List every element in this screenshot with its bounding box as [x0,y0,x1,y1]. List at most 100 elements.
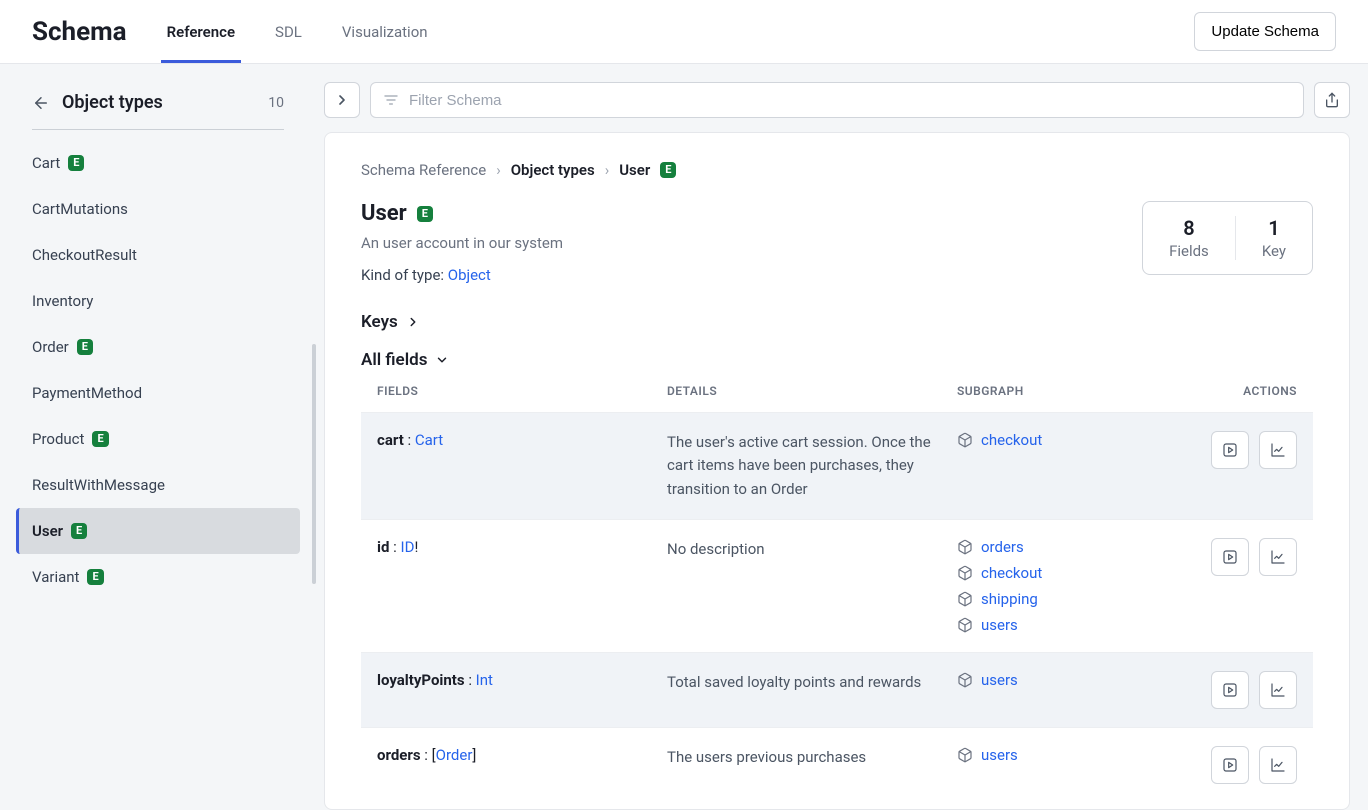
kind-link[interactable]: Object [448,266,491,284]
run-button[interactable] [1211,746,1249,784]
subgraph-link[interactable]: users [957,671,1157,689]
sidebar-item-label: Inventory [32,292,93,310]
run-button[interactable] [1211,431,1249,469]
sidebar-header[interactable]: Object types 10 [32,84,284,130]
topbar-tabs: Reference SDL Visualization [167,0,428,63]
tab-sdl[interactable]: SDL [275,0,302,63]
cube-icon [957,672,973,688]
tab-reference[interactable]: Reference [167,0,235,63]
sidebar-item-cart[interactable]: Cart E [16,140,300,186]
subgraph-list: users [957,746,1157,764]
run-button[interactable] [1211,538,1249,576]
fields-table-body: cart : CartThe user's active cart sessio… [361,412,1313,802]
back-arrow-icon [32,94,50,112]
col-details: DETAILS [667,384,957,398]
content-card: Schema Reference › Object types › User E… [324,132,1350,810]
sidebar-item-cartmutations[interactable]: CartMutations [16,186,300,232]
field-type-link[interactable]: Order [436,746,473,764]
update-schema-button[interactable]: Update Schema [1194,12,1336,51]
field-type-link[interactable]: Int [476,671,493,689]
main: Schema Reference › Object types › User E… [316,64,1368,810]
entity-badge: E [68,155,84,171]
field-signature: id : ID! [377,538,667,556]
actions-cell [1157,431,1297,469]
type-title: User E [361,201,1122,226]
subgraph-name: checkout [981,564,1042,582]
col-actions: ACTIONS [1157,384,1297,398]
actions-cell [1157,538,1297,576]
keys-label: Keys [361,312,398,332]
sidebar-item-label: User [32,522,63,540]
toolbar [324,82,1350,118]
stats-box: 8 Fields 1 Key [1142,201,1313,275]
subgraph-link[interactable]: users [957,616,1157,634]
entity-badge: E [77,339,93,355]
breadcrumb: Schema Reference › Object types › User E [361,161,1313,179]
subgraph-link[interactable]: users [957,746,1157,764]
subgraph-link[interactable]: checkout [957,564,1157,582]
sidebar-item-variant[interactable]: VariantE [16,554,300,600]
all-fields-label: All fields [361,350,427,370]
sidebar-item-label: CheckoutResult [32,246,137,264]
scrollbar[interactable] [312,344,316,584]
crumb-leaf: User [619,161,650,179]
field-type-link[interactable]: Cart [415,431,443,449]
sidebar-item-label: CartMutations [32,200,128,218]
expand-sidebar-button[interactable] [324,82,360,118]
sidebar-item-label: Cart [32,154,60,172]
subgraph-link[interactable]: checkout [957,431,1157,449]
tab-visualization[interactable]: Visualization [342,0,428,63]
search-input[interactable] [409,92,1291,109]
sidebar-item-label: PaymentMethod [32,384,142,402]
field-signature: cart : Cart [377,431,667,449]
cube-icon [957,539,973,555]
crumb-group[interactable]: Object types [511,161,595,179]
field-name: cart [377,431,404,449]
keys-label: Key [1262,242,1286,260]
field-name: orders [377,746,421,764]
field-details: Total saved loyalty points and rewards [667,671,957,694]
subgraph-name: users [981,671,1018,689]
crumb-root[interactable]: Schema Reference [361,161,486,179]
run-button[interactable] [1211,671,1249,709]
sidebar-item-label: ResultWithMessage [32,476,165,494]
search-wrap[interactable] [370,82,1304,118]
sidebar-item-inventory[interactable]: Inventory [16,278,300,324]
share-button[interactable] [1314,82,1350,118]
sidebar-item-checkoutresult[interactable]: CheckoutResult [16,232,300,278]
all-fields-section-toggle[interactable]: All fields [361,350,1313,370]
insights-button[interactable] [1259,746,1297,784]
col-subgraph: SUBGRAPH [957,384,1157,398]
kind-label: Kind of type: [361,266,448,284]
subgraph-name: users [981,616,1018,634]
entity-badge: E [417,206,433,222]
insights-button[interactable] [1259,538,1297,576]
subgraph-link[interactable]: shipping [957,590,1157,608]
field-signature: loyaltyPoints : Int [377,671,667,689]
sidebar-item-paymentmethod[interactable]: PaymentMethod [16,370,300,416]
sidebar-item-user[interactable]: User E [16,508,300,554]
subgraph-link[interactable]: orders [957,538,1157,556]
entity-badge: E [660,162,676,178]
entity-badge: E [71,523,87,539]
fields-label: Fields [1169,242,1209,260]
cube-icon [957,747,973,763]
sidebar-item-label: Order [32,338,69,356]
type-name: User [361,201,407,226]
field-signature: orders : [Order] [377,746,667,764]
field-type-link[interactable]: ID [401,538,415,556]
insights-button[interactable] [1259,431,1297,469]
actions-cell [1157,746,1297,784]
field-name: id [377,538,389,556]
subgraph-name: checkout [981,431,1042,449]
sidebar-item-resultwithmessage[interactable]: ResultWithMessage [16,462,300,508]
sidebar-item-product[interactable]: ProductE [16,416,300,462]
sidebar-list: Cart E CartMutations CheckoutResult Inventor… [16,140,300,600]
keys-section-toggle[interactable]: Keys [361,312,1313,332]
subgraph-name: users [981,746,1018,764]
chevron-right-icon: › [605,161,610,179]
insights-button[interactable] [1259,671,1297,709]
sidebar-item-order[interactable]: Order E [16,324,300,370]
topbar: Schema ReferenceSDLVisualization Update … [0,0,1368,64]
subgraph-list: users [957,671,1157,689]
